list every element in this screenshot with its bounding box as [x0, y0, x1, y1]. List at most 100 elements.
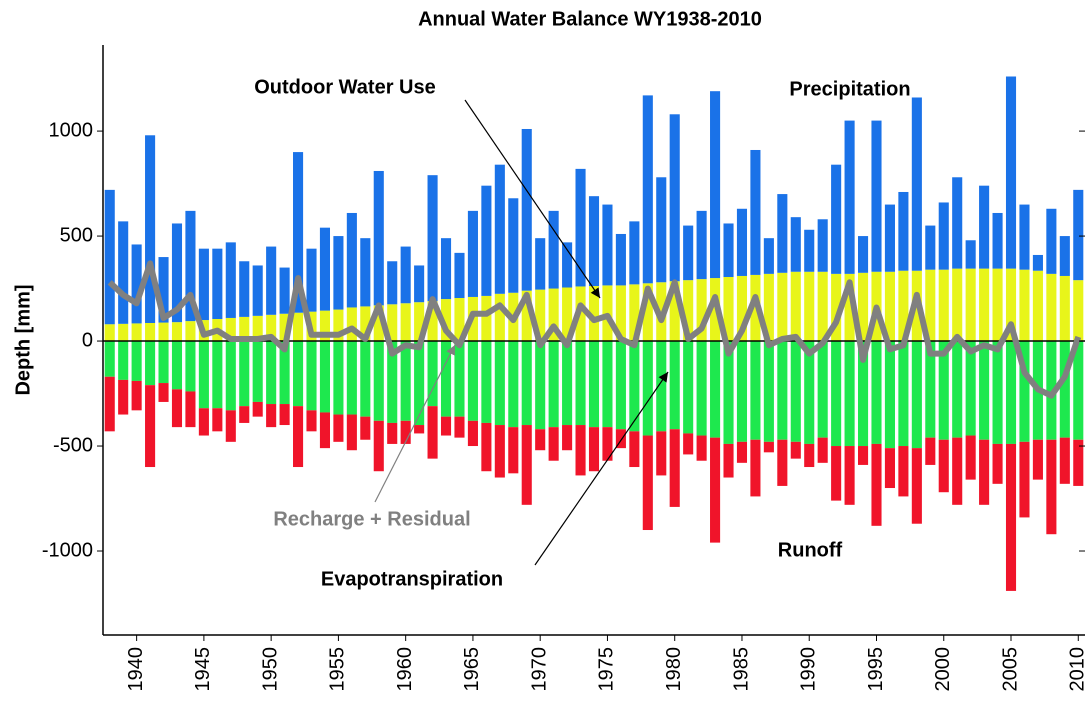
bar — [414, 425, 425, 434]
y-tick-label: -500 — [53, 434, 93, 456]
bar — [239, 341, 250, 407]
bar — [440, 299, 452, 342]
bar — [185, 391, 196, 428]
x-tick-label: 1990 — [798, 647, 820, 692]
bar — [871, 443, 882, 526]
bar — [279, 341, 290, 405]
bar — [723, 443, 734, 478]
bar — [171, 223, 183, 323]
bar — [615, 429, 626, 449]
bar — [131, 244, 142, 324]
bar — [346, 341, 357, 415]
bar — [642, 283, 653, 342]
y-axis-label: Depth [mm] — [12, 284, 34, 395]
x-tick-label: 1995 — [865, 647, 887, 692]
bar — [710, 437, 721, 543]
bar — [562, 341, 573, 426]
bar — [346, 212, 357, 308]
bar — [884, 448, 895, 489]
bar — [938, 439, 949, 493]
bar — [804, 443, 815, 468]
bar — [306, 248, 317, 312]
bar — [521, 341, 532, 426]
bar — [979, 439, 990, 505]
bar — [965, 240, 976, 269]
bar — [723, 341, 734, 444]
bar — [965, 435, 976, 480]
bar — [642, 435, 653, 531]
bar — [642, 95, 653, 284]
bar — [952, 268, 963, 342]
bar — [252, 401, 263, 417]
bar — [898, 341, 909, 447]
bar — [763, 341, 774, 442]
bar — [427, 301, 438, 342]
bar — [1019, 204, 1030, 270]
bar — [293, 341, 304, 407]
bar — [884, 204, 895, 272]
x-tick-label: 1945 — [192, 647, 214, 692]
bar — [548, 288, 559, 342]
line — [107, 260, 1082, 399]
bar — [360, 416, 371, 440]
bar — [414, 265, 425, 303]
bar — [427, 341, 438, 407]
bar — [494, 293, 505, 342]
bar — [333, 414, 344, 442]
bar — [225, 410, 236, 442]
bar — [306, 341, 317, 411]
bar — [266, 404, 277, 428]
bar — [171, 389, 183, 428]
bar — [602, 204, 613, 286]
bar — [454, 341, 465, 417]
bar — [212, 248, 223, 320]
bar — [871, 341, 882, 444]
bar — [373, 305, 384, 342]
bar — [992, 443, 1003, 484]
bar — [158, 257, 169, 323]
bar — [1005, 76, 1017, 269]
bar — [346, 307, 357, 342]
x-tick-label: 2010 — [1067, 647, 1088, 692]
bar — [844, 446, 855, 505]
bar — [158, 341, 169, 384]
bar — [911, 448, 922, 524]
bar — [118, 379, 129, 415]
bar — [293, 406, 304, 468]
bar — [198, 248, 209, 321]
bar — [293, 152, 304, 313]
bar — [629, 341, 640, 432]
bar — [817, 219, 828, 272]
bar — [763, 238, 774, 274]
bar — [1073, 439, 1084, 486]
bar — [481, 295, 492, 342]
bar — [387, 422, 398, 444]
arrow — [534, 371, 669, 566]
bar — [400, 420, 411, 444]
bar — [414, 341, 425, 426]
bar — [171, 322, 183, 342]
bar — [1046, 273, 1057, 342]
bar — [884, 341, 895, 449]
bar — [306, 410, 317, 432]
bar — [925, 437, 936, 465]
bar — [198, 408, 209, 436]
bar — [548, 210, 559, 289]
bar — [494, 164, 505, 294]
bar — [562, 242, 573, 288]
x-tick-label: 1950 — [259, 647, 281, 692]
bar — [1073, 341, 1084, 440]
bar — [777, 439, 788, 486]
y-tick-label: 1000 — [49, 119, 94, 141]
annotations: Outdoor Water Use Precipitation Evapotra… — [254, 76, 910, 590]
bar — [427, 175, 438, 302]
bar — [414, 302, 425, 342]
bar — [750, 341, 761, 440]
bar — [777, 341, 788, 440]
bar — [562, 287, 573, 342]
x-tick-label: 1975 — [596, 647, 618, 692]
bar — [656, 341, 667, 432]
bar — [911, 341, 922, 449]
bar — [225, 341, 236, 411]
bar — [104, 341, 115, 377]
